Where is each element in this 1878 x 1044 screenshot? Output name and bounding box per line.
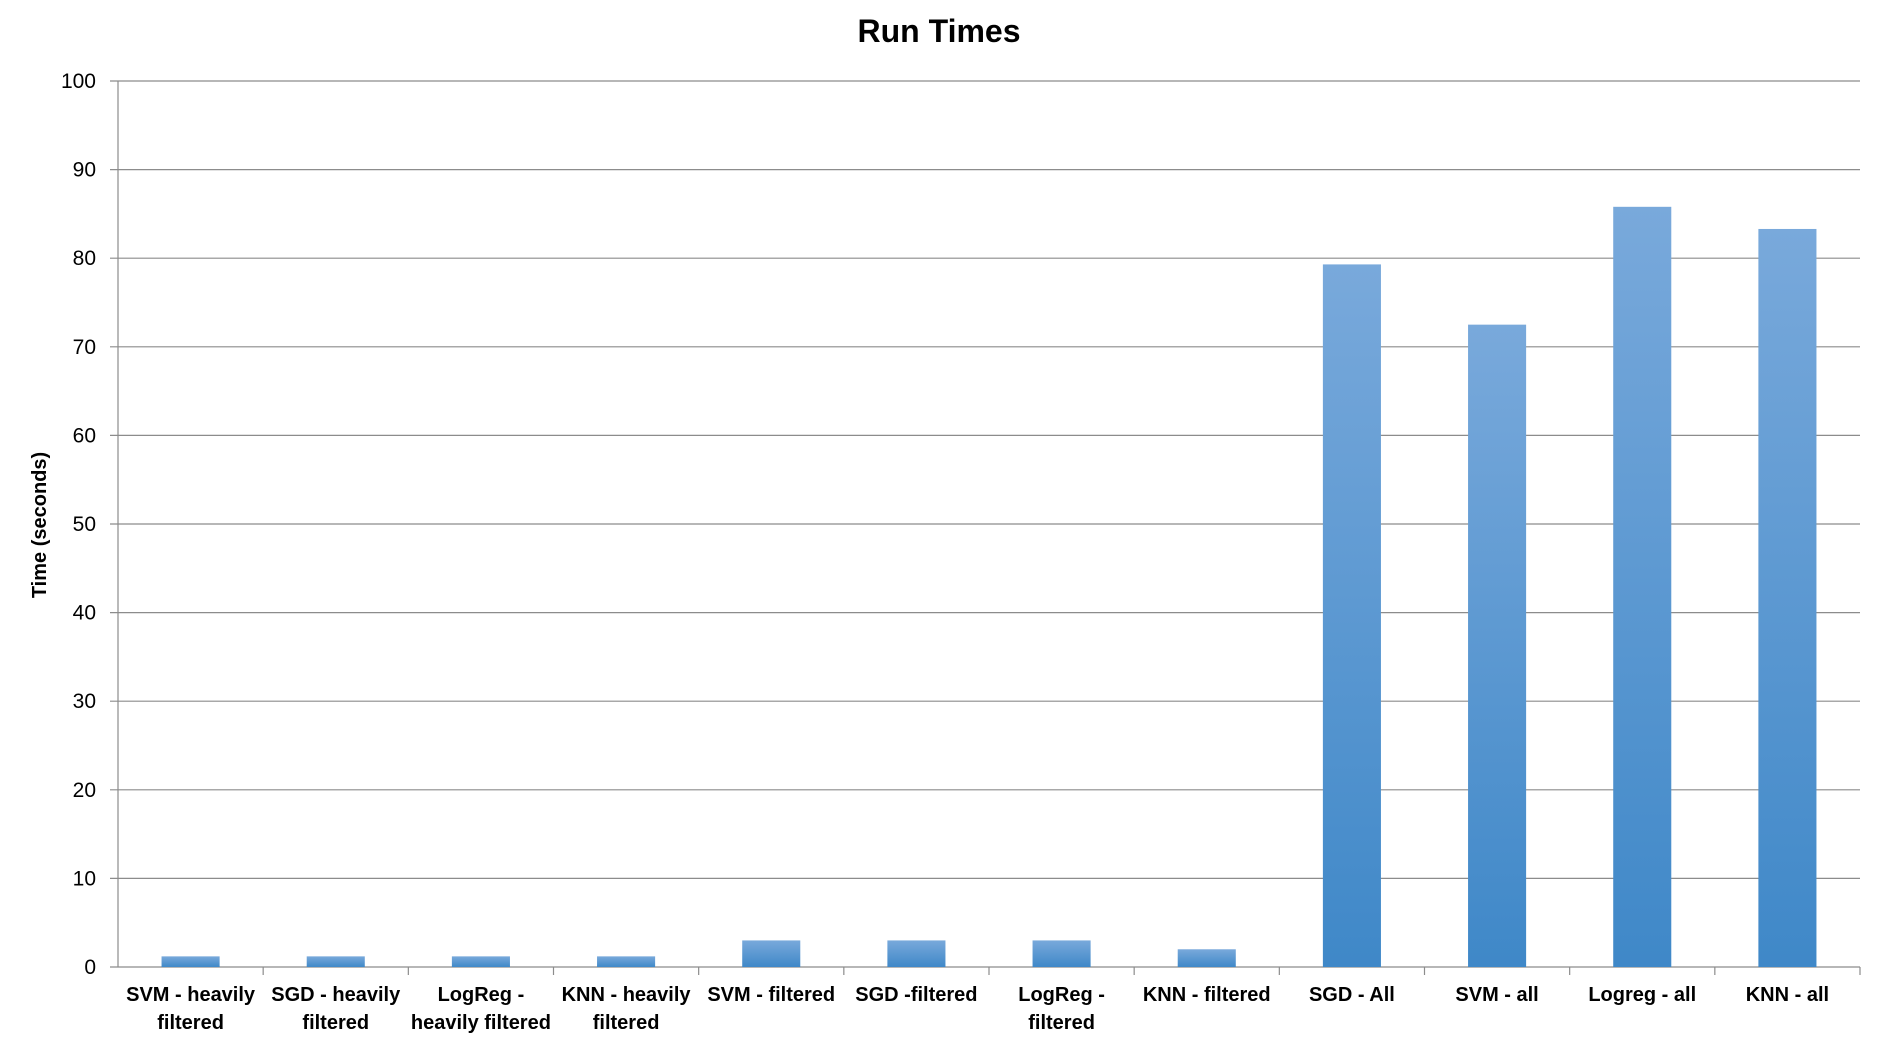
bar <box>1322 264 1381 968</box>
x-tick-label: SGD - All <box>1309 984 1395 1006</box>
y-tick-labels: 0 10 20 30 40 50 60 70 80 90 100 <box>61 70 96 979</box>
grid-lines <box>110 80 1861 975</box>
x-tick-label: KNN - filtered <box>1143 984 1271 1006</box>
bar <box>1177 949 1236 967</box>
x-tick-label: LogReg -heavily filtered <box>411 984 551 1034</box>
y-tick-label: 60 <box>73 424 96 447</box>
y-tick-label: 10 <box>73 867 96 890</box>
x-tick-labels: SVM - heavily filtered SGD - heavily filter… <box>126 984 1829 1034</box>
bar <box>887 940 946 967</box>
bar <box>451 956 510 967</box>
x-tick-label: SGD - heavily filtered <box>271 984 401 1034</box>
chart-title: Run Times <box>858 13 1021 49</box>
y-tick-label: 80 <box>73 247 96 270</box>
bar <box>1032 940 1091 967</box>
bar <box>1758 228 1817 967</box>
bar <box>1613 206 1672 967</box>
x-tick-label: Logreg - all <box>1588 984 1696 1006</box>
y-tick-label: 50 <box>73 513 96 536</box>
x-tick-label: LogReg -filtered <box>1018 984 1105 1034</box>
x-tick-label: SGD -filtered <box>855 984 977 1006</box>
x-tick-label: KNN - all <box>1746 984 1829 1006</box>
bars <box>161 206 1817 968</box>
y-tick-label: 20 <box>73 779 96 802</box>
y-tick-label: 30 <box>73 690 96 713</box>
y-tick-label: 90 <box>73 159 96 182</box>
bar <box>742 940 801 967</box>
y-axis-label: Time (seconds) <box>29 452 51 598</box>
x-tick-label: SVM - all <box>1455 984 1538 1006</box>
bar <box>597 956 656 967</box>
y-tick-label: 40 <box>73 602 96 625</box>
y-tick-label: 100 <box>61 70 96 93</box>
bar <box>306 956 365 967</box>
bar <box>1468 324 1527 967</box>
x-tick-label: SVM - filtered <box>707 984 835 1006</box>
y-tick-label: 70 <box>73 336 96 359</box>
y-tick-label: 0 <box>84 956 96 979</box>
bar <box>161 956 220 967</box>
x-tick-label: SVM - heavily filtered <box>126 984 256 1034</box>
x-tick-label: KNN - heavily filtered <box>562 984 692 1034</box>
